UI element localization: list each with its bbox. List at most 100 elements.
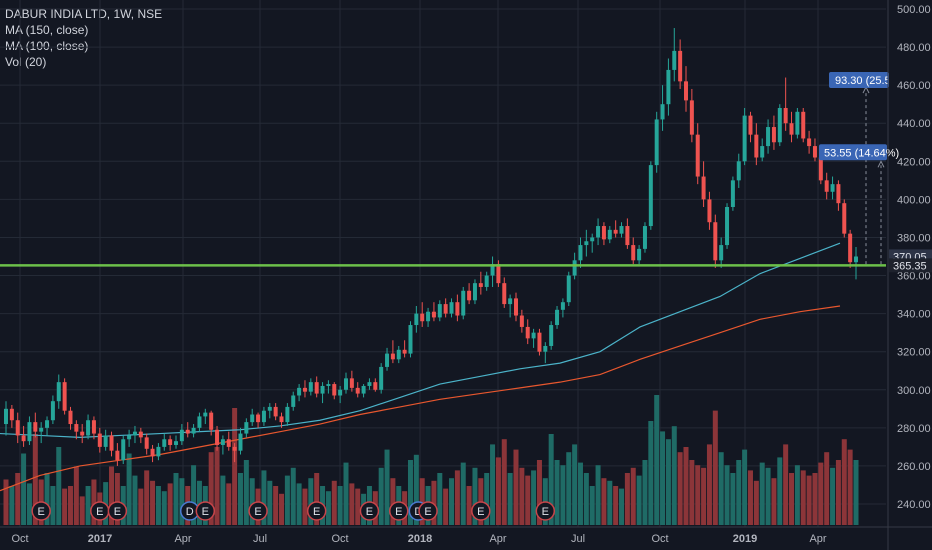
y-tick-label: 340.00 <box>897 309 931 321</box>
volume-bar <box>261 470 267 525</box>
event-label: E <box>202 506 209 518</box>
x-tick-label: 2019 <box>733 533 757 545</box>
candle-body <box>461 290 466 316</box>
candle-body <box>777 108 782 143</box>
volume-bar <box>109 466 115 525</box>
event-label: E <box>477 506 484 518</box>
candle-body <box>209 412 214 430</box>
candle-body <box>537 332 542 352</box>
volume-bar <box>777 457 783 525</box>
candle-body <box>502 283 507 305</box>
candle-body <box>50 401 55 421</box>
volume-bar <box>232 408 238 525</box>
candle-body <box>97 433 102 447</box>
candle-body <box>467 290 472 301</box>
volume-bar <box>841 439 847 525</box>
measurements: 93.30 (25.52%) 53.55 (14.64%) <box>819 72 910 265</box>
volume-bar <box>701 467 707 525</box>
measure-label-bg <box>819 144 887 161</box>
volume-bar <box>747 470 753 525</box>
candle-body <box>455 302 460 316</box>
y-tick-label: 280.00 <box>897 423 931 435</box>
measure-label-1: 93.30 (25.52%) <box>835 75 910 87</box>
candle-body <box>701 176 706 200</box>
candle-body <box>584 241 589 246</box>
candles <box>4 28 858 466</box>
volume-bar <box>9 486 15 525</box>
event-label: E <box>395 506 402 518</box>
volume-bar <box>712 410 718 525</box>
x-tick-label: Oct <box>11 533 28 545</box>
volume-bar <box>572 444 578 525</box>
candle-body <box>431 311 436 318</box>
candle-body <box>484 275 489 287</box>
volume-bar <box>824 452 830 525</box>
candle-body <box>250 414 255 423</box>
legend-volume: Vol (20) <box>5 55 47 69</box>
candle-body <box>625 226 630 246</box>
candle-body <box>156 446 161 457</box>
volume-bar <box>407 460 413 525</box>
candle-body <box>185 429 190 434</box>
candle-body <box>179 429 184 442</box>
volume-bar <box>3 479 9 525</box>
volume-bar <box>325 491 331 525</box>
volume-bar <box>695 465 701 525</box>
candle-body <box>836 184 841 204</box>
candle-body <box>748 115 753 135</box>
candle-body <box>9 408 14 421</box>
volume-bar <box>607 480 613 525</box>
volume-bar <box>812 473 818 525</box>
volume-bar <box>443 488 449 525</box>
event-label: E <box>38 506 45 518</box>
candle-body <box>373 382 378 390</box>
volume-bar <box>21 453 27 525</box>
volume-bar <box>56 447 62 525</box>
candle-body <box>127 435 132 440</box>
candle-body <box>291 395 296 407</box>
candle-body <box>379 366 384 390</box>
x-tick-label: 2018 <box>408 533 432 545</box>
candle-body <box>80 431 85 436</box>
volume-bar <box>32 434 38 525</box>
y-tick-label: 460.00 <box>897 80 931 92</box>
candle-body <box>566 275 571 303</box>
volume-bar <box>302 488 308 525</box>
volume-bar <box>624 473 630 525</box>
candle-body <box>525 326 530 339</box>
volume-bar <box>636 475 642 525</box>
volume-bar <box>67 486 73 525</box>
volume-bar <box>835 460 841 525</box>
earnings-marker <box>31 501 51 521</box>
candle-body <box>642 226 647 249</box>
volume-bar <box>138 488 144 525</box>
candle-body <box>660 104 665 120</box>
candle-body <box>637 248 642 261</box>
event-label: D <box>186 506 194 518</box>
volume-bar <box>26 483 32 525</box>
candle-body <box>531 332 536 339</box>
candle-body <box>824 180 829 192</box>
y-tick-label: 380.00 <box>897 232 931 244</box>
candle-body <box>666 69 671 105</box>
candle-body <box>174 441 178 445</box>
event-label: E <box>313 506 320 518</box>
candle-body <box>443 304 448 314</box>
candle-body <box>590 237 595 242</box>
candle-body <box>601 226 606 240</box>
volume-bar <box>806 475 812 525</box>
candle-body <box>478 283 483 287</box>
volume-bar <box>44 473 50 525</box>
volume-bar <box>431 480 437 525</box>
volume-bar <box>355 488 361 525</box>
event-label: E <box>542 506 549 518</box>
volume-bar <box>619 488 625 525</box>
candle-body <box>736 161 741 181</box>
x-axis: Oct 2017 Apr Jul Oct 2018 Apr Jul Oct 2019 Apr <box>0 526 932 545</box>
volume-bar <box>724 465 730 525</box>
event-label: E <box>96 506 103 518</box>
volume-bar <box>531 470 537 525</box>
volume-bar <box>665 439 671 525</box>
volume-bar <box>742 449 748 525</box>
